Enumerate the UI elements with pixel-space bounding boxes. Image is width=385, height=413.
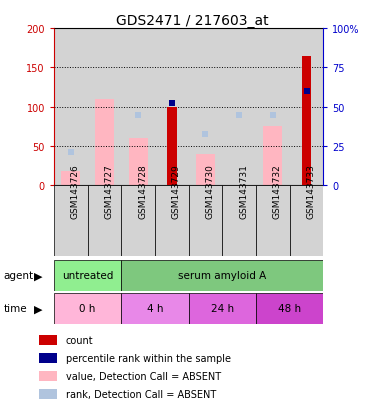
Bar <box>38 353 57 363</box>
Bar <box>54 186 88 256</box>
Text: GDS2471 / 217603_at: GDS2471 / 217603_at <box>116 14 269 28</box>
Bar <box>54 260 121 291</box>
Text: 4 h: 4 h <box>147 304 163 314</box>
Text: 24 h: 24 h <box>211 304 234 314</box>
Bar <box>121 293 189 324</box>
Text: serum amyloid A: serum amyloid A <box>178 271 266 281</box>
Bar <box>121 186 155 256</box>
Bar <box>121 29 155 186</box>
Text: value, Detection Call = ABSENT: value, Detection Call = ABSENT <box>65 371 221 381</box>
Bar <box>256 29 290 186</box>
Bar <box>88 186 121 256</box>
Bar <box>189 293 256 324</box>
Bar <box>302 56 311 186</box>
Bar <box>54 29 88 186</box>
Text: GSM143730: GSM143730 <box>206 164 214 219</box>
Bar <box>256 293 323 324</box>
Bar <box>155 29 189 186</box>
Text: GSM143728: GSM143728 <box>138 164 147 219</box>
Text: 48 h: 48 h <box>278 304 301 314</box>
Text: ▶: ▶ <box>34 304 43 314</box>
Text: ▶: ▶ <box>34 271 43 281</box>
Text: count: count <box>65 335 93 345</box>
Bar <box>256 186 290 256</box>
Text: 0 h: 0 h <box>79 304 96 314</box>
Bar <box>54 293 121 324</box>
Bar <box>61 172 80 186</box>
Bar <box>290 186 323 256</box>
Bar <box>196 154 215 186</box>
Text: GSM143729: GSM143729 <box>172 164 181 219</box>
Text: percentile rank within the sample: percentile rank within the sample <box>65 353 231 363</box>
Text: GSM143727: GSM143727 <box>104 164 114 219</box>
Text: rank, Detection Call = ABSENT: rank, Detection Call = ABSENT <box>65 389 216 399</box>
Bar <box>129 139 147 186</box>
Bar <box>167 107 177 186</box>
Bar <box>38 389 57 399</box>
Bar <box>121 260 323 291</box>
Text: GSM143731: GSM143731 <box>239 164 248 219</box>
Bar <box>155 186 189 256</box>
Bar <box>88 29 121 186</box>
Bar <box>95 100 114 186</box>
Text: agent: agent <box>4 271 34 281</box>
Text: untreated: untreated <box>62 271 113 281</box>
Bar <box>223 29 256 186</box>
Bar <box>263 127 282 186</box>
Text: GSM143732: GSM143732 <box>273 164 282 219</box>
Bar <box>189 29 223 186</box>
Bar <box>38 371 57 382</box>
Bar <box>189 186 223 256</box>
Bar <box>38 335 57 345</box>
Text: time: time <box>4 304 27 314</box>
Text: GSM143733: GSM143733 <box>306 164 316 219</box>
Bar <box>223 186 256 256</box>
Bar <box>290 29 323 186</box>
Text: GSM143726: GSM143726 <box>71 164 80 219</box>
